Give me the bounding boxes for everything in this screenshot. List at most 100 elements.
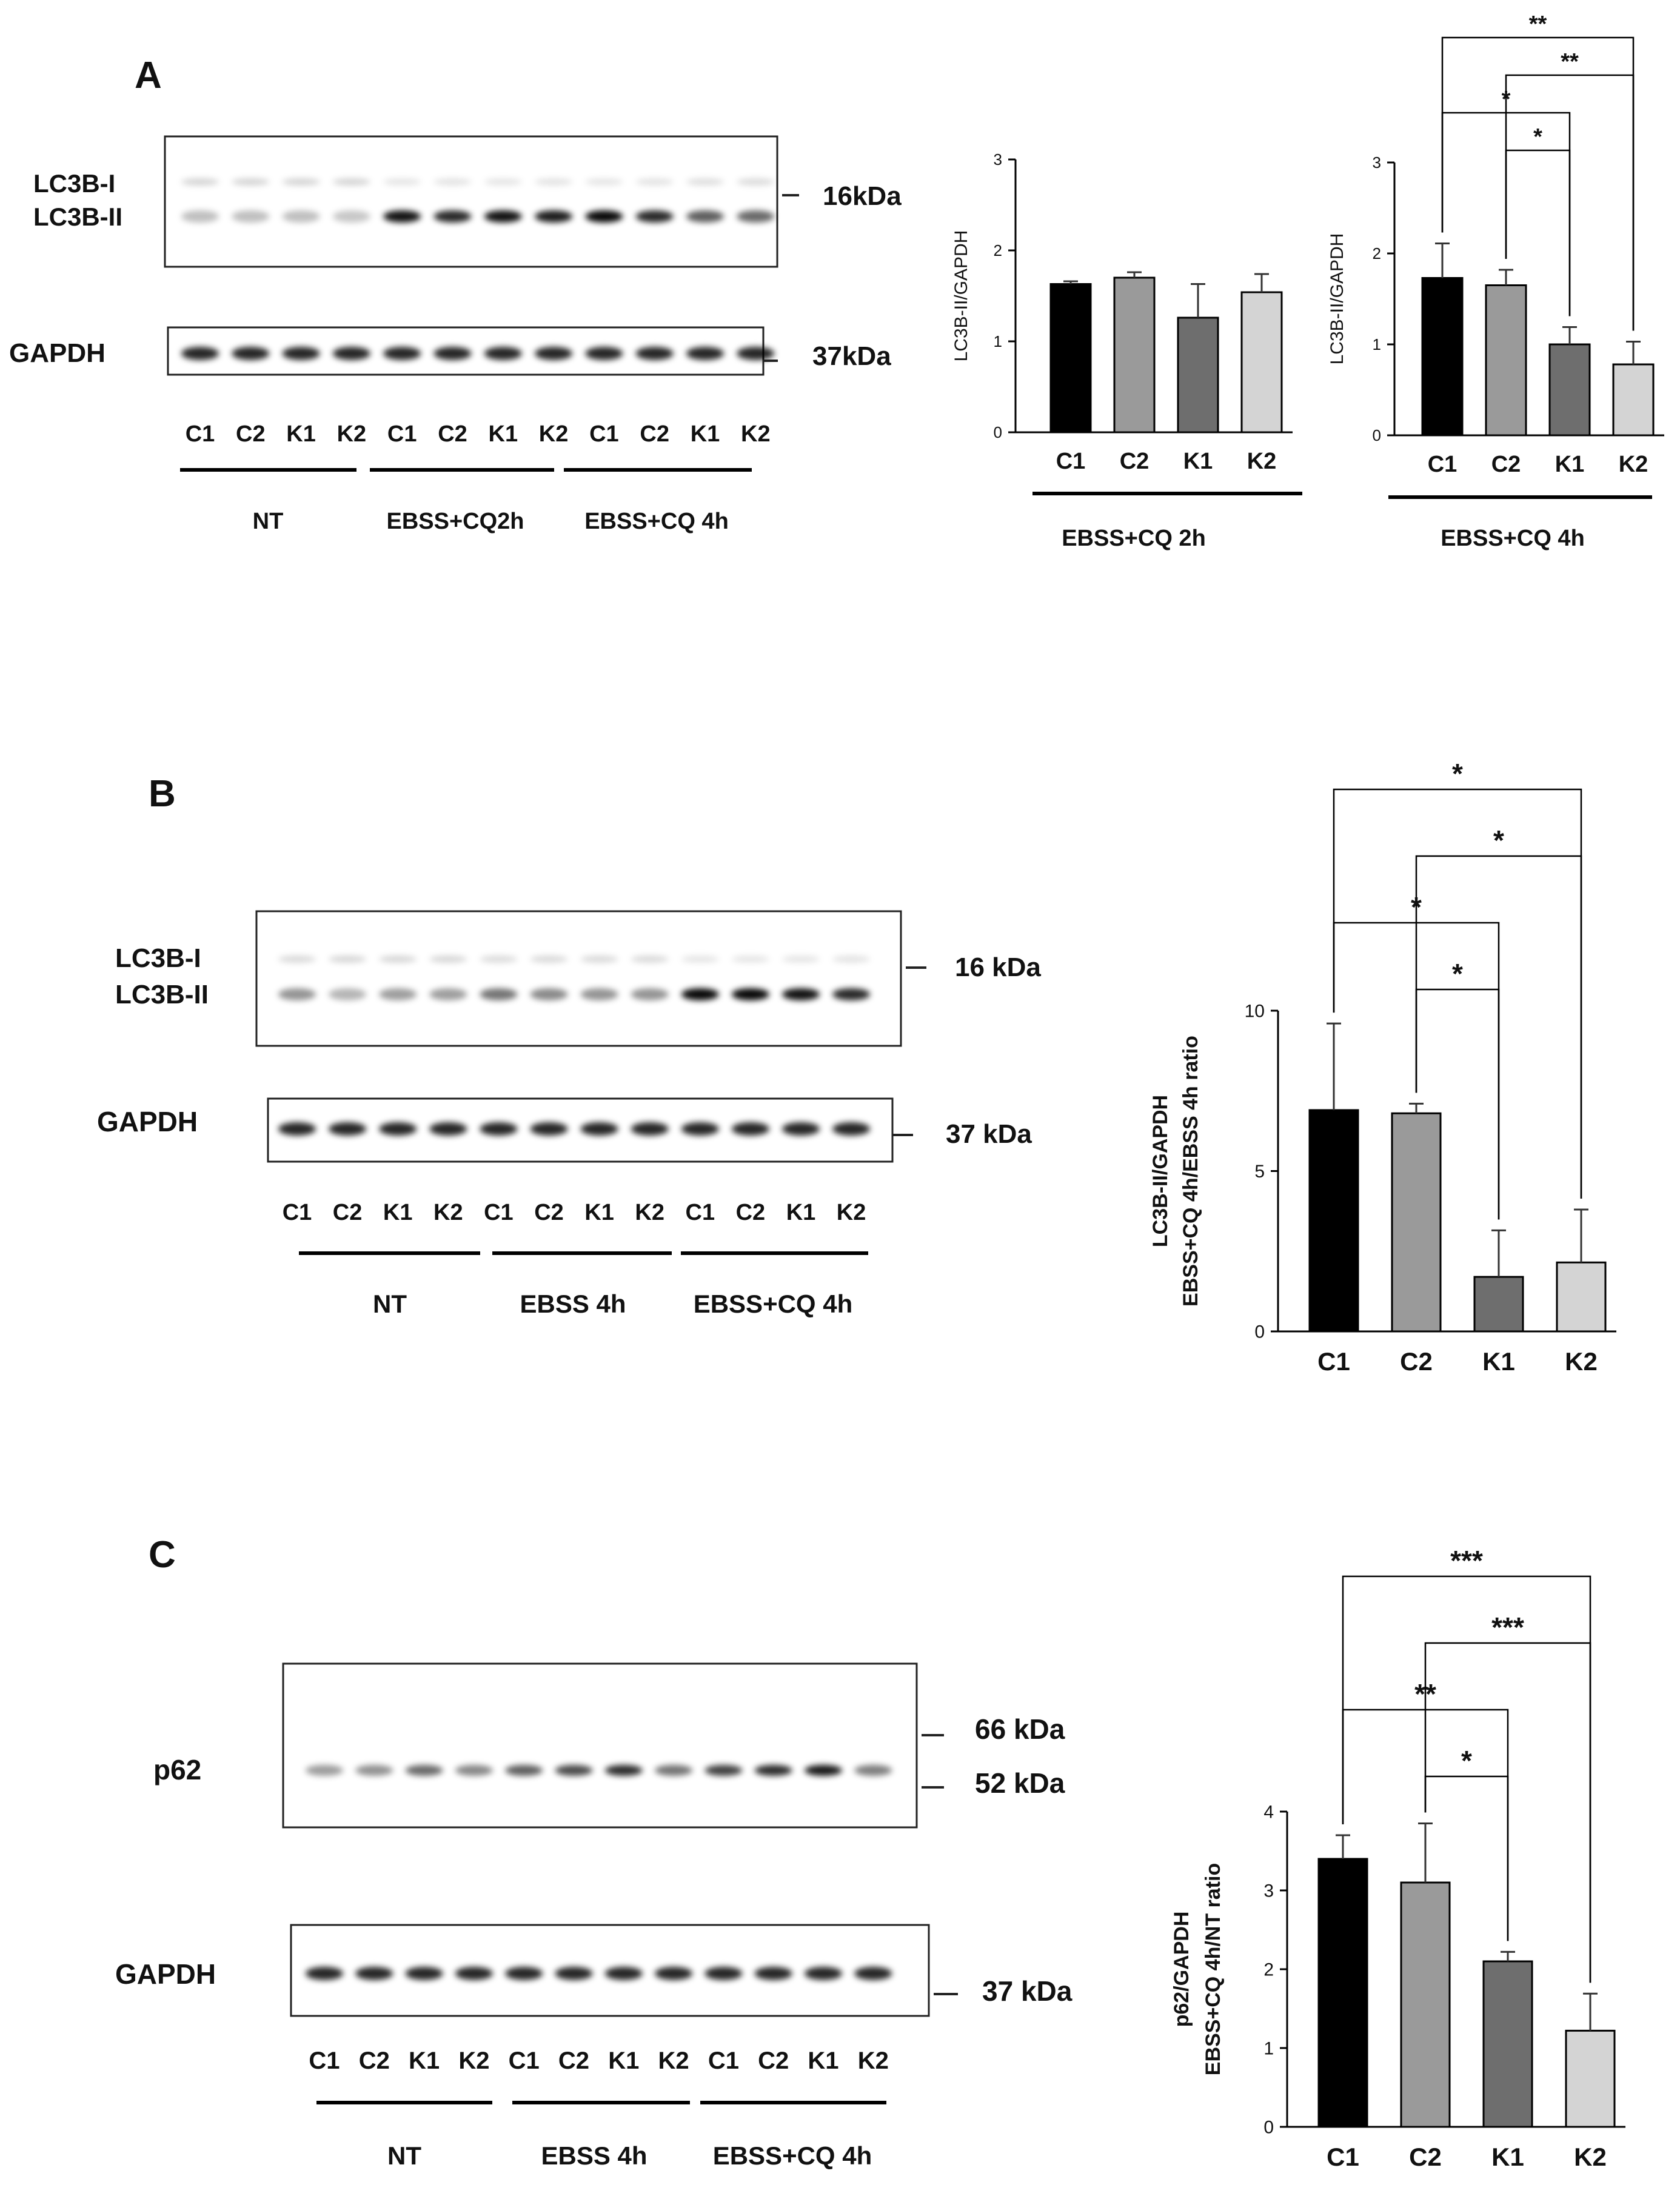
band-lower: [731, 988, 769, 1000]
bar-k2: [1556, 1261, 1607, 1333]
band-main: [505, 1765, 543, 1776]
band-loading: [429, 1122, 467, 1136]
bar-k1: [1473, 1276, 1524, 1333]
y-axis-label: p62/GAPDH: [1170, 1912, 1193, 2027]
significance-label: **: [1414, 1678, 1436, 1710]
significance-bracket: [1415, 988, 1500, 1220]
band-upper: [635, 178, 674, 186]
bar-c1: [1317, 1858, 1368, 2128]
category-label: K1: [1482, 1347, 1515, 1376]
band-loading: [585, 347, 623, 360]
lane-label: C2: [640, 421, 669, 447]
band-lower: [782, 988, 820, 1000]
band-loading: [282, 347, 320, 360]
band-loading: [635, 347, 674, 360]
y-tick-label: 5: [1254, 1162, 1265, 1182]
category-label: K2: [1565, 1347, 1598, 1376]
band-upper: [631, 956, 669, 963]
blot-c-bands: [306, 1765, 892, 1776]
lane-label: K1: [608, 2047, 639, 2074]
y-tick-label: 2: [1373, 244, 1381, 263]
band-lower: [737, 210, 775, 223]
blot-c-box: [282, 1662, 918, 1829]
significance-label: ***: [1450, 1545, 1483, 1576]
band-loading: [805, 1967, 842, 1980]
band-loading: [555, 1967, 593, 1980]
blot-c-group-3: EBSS+CQ 4h: [713, 2141, 872, 2170]
blot-c-protein-1: p62: [153, 1754, 201, 1786]
chart-a-2h: 0 1 2 3 C1 C2 K1 K2 LC3B-II/GAPDH EBSS+CQ 2h: [951, 150, 1302, 551]
lane-label: C2: [359, 2047, 390, 2074]
y-tick-label: 1: [1373, 335, 1381, 353]
blot-c-loading-label: GAPDH: [115, 1958, 216, 1990]
lane-label: K2: [837, 1200, 866, 1225]
significance-bracket: [1415, 855, 1582, 1199]
band-main: [754, 1765, 792, 1776]
lane-label: K1: [584, 1200, 614, 1225]
lane-label: K2: [635, 1200, 664, 1225]
band-upper: [379, 956, 417, 963]
blot-b-lane-labels: C1 C2 K1 K2 C1 C2 K1 K2 C1 C2 K1 K2: [283, 1200, 866, 1225]
blot-c-marker: 52 kDa: [975, 1767, 1065, 1799]
blot-a-protein-2: LC3B-II: [33, 202, 122, 231]
lane-label: C1: [186, 421, 215, 447]
chart-c: 0 1 2 3 4 C1 C2 K1 K2 p62/GAPDH EBSS+CQ 4h/NT rati…: [1170, 1545, 1625, 2171]
blot-b-loading-label: GAPDH: [97, 1106, 198, 1137]
x-axis-label: EBSS+CQ 4h: [1441, 526, 1585, 551]
blot-a-protein-1: LC3B-I: [33, 169, 115, 198]
bar-k2: [1240, 291, 1283, 433]
category-label: C1: [1317, 1347, 1350, 1376]
y-tick-label: 2: [994, 241, 1002, 259]
band-loading: [782, 1122, 820, 1136]
band-loading: [505, 1967, 543, 1980]
band-upper: [480, 956, 518, 963]
band-lower: [429, 988, 467, 1000]
band-loading: [232, 347, 270, 360]
band-upper: [737, 178, 775, 186]
category-label: K2: [1619, 452, 1648, 477]
category-label: C2: [1491, 452, 1521, 477]
band-lower: [480, 988, 518, 1000]
lane-label: C2: [236, 421, 266, 447]
lane-label: C1: [589, 421, 619, 447]
y-tick-label: 0: [1263, 2118, 1274, 2138]
blot-b-bands: [278, 956, 871, 1000]
band-upper: [484, 178, 522, 186]
blot-c-lane-labels: C1 C2 K1 K2 C1 C2 K1 K2 C1 C2 K1 K2: [309, 2047, 888, 2074]
blot-b-group-2: EBSS 4h: [520, 1290, 626, 1318]
band-lower: [635, 210, 674, 223]
blot-b-protein-2: LC3B-II: [115, 980, 209, 1009]
blot-a-lane-labels: C1 C2 K1 K2 C1 C2 K1 K2 C1 C2 K1 K2: [186, 421, 771, 447]
band-lower: [232, 210, 270, 223]
band-upper: [782, 956, 820, 963]
bar-c1: [1308, 1109, 1359, 1333]
category-label: C1: [1327, 2143, 1359, 2171]
category-label: K2: [1247, 449, 1277, 474]
category-label: C1: [1056, 449, 1086, 474]
blot-a-box: [164, 135, 778, 268]
band-lower: [433, 210, 472, 223]
band-upper: [429, 956, 467, 963]
band-loading: [854, 1967, 892, 1980]
bar-c1: [1049, 283, 1092, 433]
band-loading: [278, 1122, 316, 1136]
band-loading: [737, 347, 775, 360]
significance-label: *: [1411, 891, 1422, 923]
category-label: K1: [1491, 2143, 1524, 2171]
blot-c-group-2: EBSS 4h: [541, 2141, 647, 2170]
lane-label: K1: [383, 1200, 413, 1225]
significance-label: **: [1529, 12, 1547, 37]
y-tick-label: 10: [1245, 1002, 1265, 1022]
lane-label: C2: [758, 2047, 789, 2074]
blot-b-box: [255, 910, 902, 1047]
lane-label: K2: [741, 421, 771, 447]
lane-label: C1: [484, 1200, 514, 1225]
lane-label: C2: [558, 2047, 589, 2074]
significance-label: *: [1452, 958, 1463, 989]
band-lower: [580, 988, 618, 1000]
band-lower: [686, 210, 724, 223]
band-upper: [181, 178, 219, 186]
panel-label-b: B: [149, 773, 176, 815]
category-label: C2: [1120, 449, 1150, 474]
